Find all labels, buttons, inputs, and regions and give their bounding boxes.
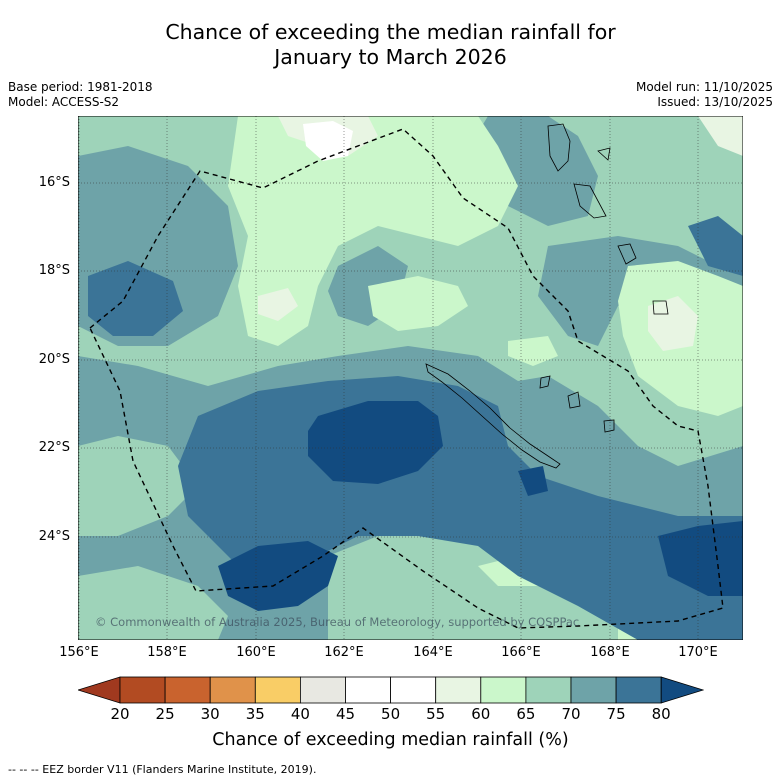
lat-label-24s: 24°S xyxy=(38,529,70,544)
band-80-southwest xyxy=(218,541,338,611)
vanuatu-island-1 xyxy=(547,123,571,172)
vanuatu-island-5 xyxy=(597,147,611,161)
meta-left: Base period: 1981-2018 Model: ACCESS-S2 xyxy=(8,80,153,110)
loyalty-island-3 xyxy=(603,419,615,433)
band-55-center xyxy=(258,288,298,321)
colorbar-tick-45: 45 xyxy=(335,705,356,723)
band-60-midright xyxy=(508,336,558,366)
colorbar-title: Chance of exceeding median rainfall (%) xyxy=(212,730,569,750)
colorbar-tick-65: 65 xyxy=(516,705,536,723)
colorbar xyxy=(78,676,704,704)
lon-label-166e: 166°E xyxy=(501,645,541,660)
eez-legend: -- -- -- EEZ border V11 (Flanders Marine… xyxy=(8,763,317,776)
lon-label-170e: 170°E xyxy=(678,645,718,660)
band-80-east xyxy=(658,521,743,596)
copyright-text: © Commonwealth of Australia 2025, Bureau… xyxy=(95,615,579,629)
loyalty-island-2 xyxy=(567,391,581,409)
model-name: Model: ACCESS-S2 xyxy=(8,95,120,109)
map-title: Chance of exceeding the median rainfall … xyxy=(0,20,781,70)
colorbar-tick-60: 60 xyxy=(471,705,491,723)
band-60-north xyxy=(228,116,518,346)
band-65-southleft xyxy=(78,566,228,640)
loyalty-island-1 xyxy=(539,375,551,389)
colorbar-segment-70-75 xyxy=(570,676,617,704)
vanuatu-island-2 xyxy=(573,183,607,219)
title-line-1: Chance of exceeding the median rainfall … xyxy=(165,20,616,44)
colorbar-extend-high xyxy=(660,676,704,704)
eez-border xyxy=(89,128,724,629)
band-55-ne xyxy=(698,116,743,156)
colorbar-segment-60-65 xyxy=(480,676,527,704)
lat-label-16s: 16°S xyxy=(38,175,70,190)
title-line-2: January to March 2026 xyxy=(274,45,507,69)
band-75-ne xyxy=(688,216,743,276)
vanuatu-island-4 xyxy=(652,300,669,315)
band-80-center xyxy=(308,401,443,484)
colorbar-segment-75-80 xyxy=(615,676,662,704)
band-55-east xyxy=(648,296,698,351)
colorbar-tick-35: 35 xyxy=(245,705,265,723)
lat-label-18s: 18°S xyxy=(38,263,70,278)
colorbar-tick-80: 80 xyxy=(651,705,671,723)
colorbar-tick-50: 50 xyxy=(381,705,401,723)
base-period: Base period: 1981-2018 xyxy=(8,80,153,94)
lon-label-168e: 168°E xyxy=(590,645,630,660)
lat-label-20s: 20°S xyxy=(38,352,70,367)
colorbar-segment-45-50 xyxy=(345,676,391,704)
colorbar-segment-30-35 xyxy=(209,676,256,704)
lon-label-160e: 160°E xyxy=(236,645,276,660)
colorbar-tick-30: 30 xyxy=(200,705,220,723)
colorbar-segment-40-45 xyxy=(299,676,346,704)
colorbar-tick-55: 55 xyxy=(426,705,446,723)
band-65-southwest xyxy=(78,436,198,536)
lon-label-164e: 164°E xyxy=(413,645,453,660)
band-75-west xyxy=(88,261,183,336)
issued-date: Issued: 13/10/2025 xyxy=(657,95,773,109)
colorbar-tick-75: 75 xyxy=(606,705,626,723)
vanuatu-island-3 xyxy=(617,243,637,265)
band-80-small xyxy=(518,466,548,496)
colorbar-segment-65-70 xyxy=(525,676,572,704)
colorbar-tick-70: 70 xyxy=(561,705,581,723)
colorbar-tick-40: 40 xyxy=(290,705,310,723)
colorbar-segment-55-60 xyxy=(435,676,482,704)
graticule xyxy=(78,116,743,640)
band-50-north xyxy=(303,121,353,161)
colorbar-tick-25: 25 xyxy=(155,705,175,723)
lon-label-158e: 158°E xyxy=(147,645,187,660)
colorbar-segment-20-25 xyxy=(119,676,166,704)
lat-label-22s: 22°S xyxy=(38,440,70,455)
colorbar-segment-50-55 xyxy=(390,676,437,704)
model-run: Model run: 11/10/2025 xyxy=(635,80,773,94)
meta-right: Model run: 11/10/2025 Issued: 13/10/2025 xyxy=(636,80,773,110)
colorbar-extend-low xyxy=(78,676,121,704)
band-60-center xyxy=(368,276,468,331)
rainfall-map[interactable]: © Commonwealth of Australia 2025, Bureau… xyxy=(78,116,743,640)
new-caledonia-island xyxy=(425,363,561,469)
colorbar-segment-35-40 xyxy=(254,676,301,704)
lon-label-156e: 156°E xyxy=(59,645,99,660)
colorbar-tick-20: 20 xyxy=(110,705,130,723)
colorbar-segment-25-30 xyxy=(164,676,211,704)
lon-label-162e: 162°E xyxy=(324,645,364,660)
